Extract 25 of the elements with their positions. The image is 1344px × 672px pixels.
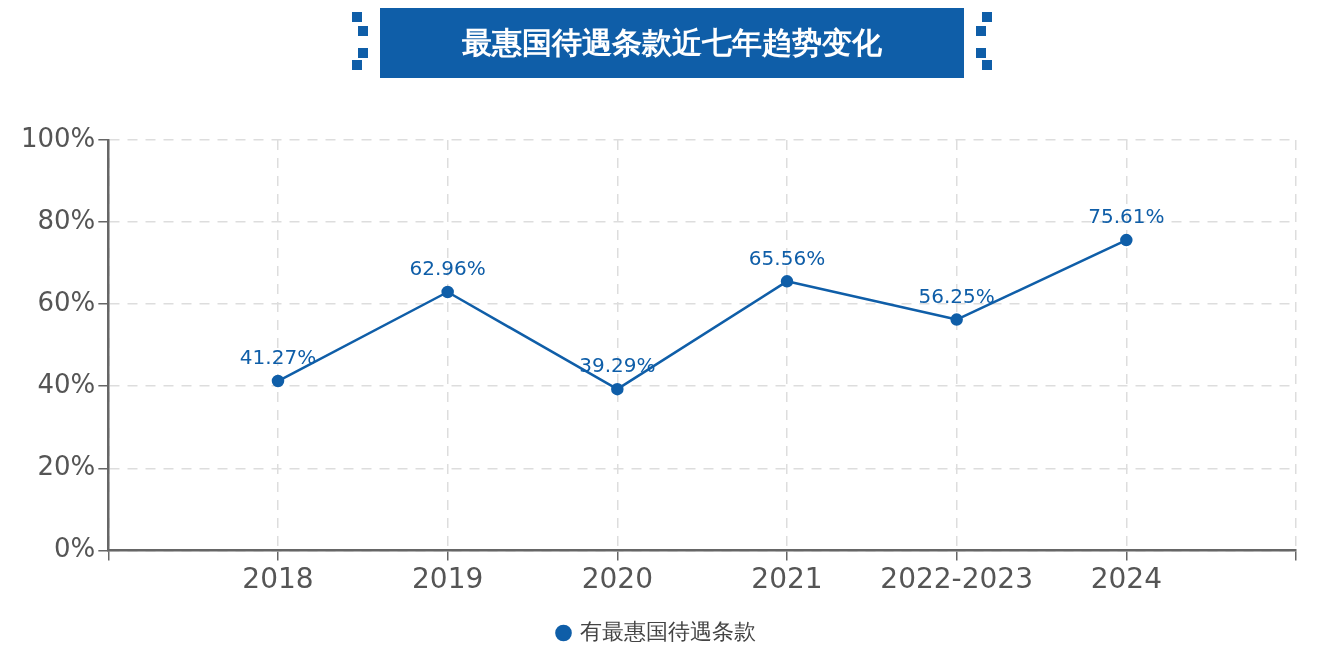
y-tick-label: 100% bbox=[20, 122, 96, 153]
x-tick-label: 2024 bbox=[1090, 562, 1162, 596]
x-tick-label: 2018 bbox=[242, 562, 314, 596]
point bbox=[271, 374, 285, 388]
point bbox=[780, 275, 794, 288]
text: 65.56% bbox=[748, 245, 826, 270]
point bbox=[950, 313, 963, 326]
point bbox=[611, 382, 624, 396]
y-tick-label: 40% bbox=[37, 368, 96, 399]
text: 56.25% bbox=[918, 283, 995, 308]
text: 39.29% bbox=[579, 353, 656, 378]
x-tick-label: 2019 bbox=[412, 562, 484, 596]
text: 62.96% bbox=[409, 256, 486, 281]
point bbox=[441, 285, 454, 299]
x-tick-label: 2021 bbox=[751, 562, 823, 596]
x-tick-label: 2020 bbox=[581, 562, 653, 596]
text: 75.61% bbox=[1088, 204, 1165, 229]
y-tick-label: 80% bbox=[37, 204, 96, 235]
y-tick-label: 60% bbox=[37, 286, 96, 317]
x-tick-label: 2022-2023 bbox=[880, 562, 1033, 596]
y-tick-label: 20% bbox=[37, 451, 96, 482]
legend-label: 有最惠国待遇条款 bbox=[579, 618, 756, 644]
point bbox=[1120, 233, 1133, 247]
y-tick-label: 0% bbox=[54, 533, 96, 564]
text: 41.27% bbox=[239, 345, 317, 370]
